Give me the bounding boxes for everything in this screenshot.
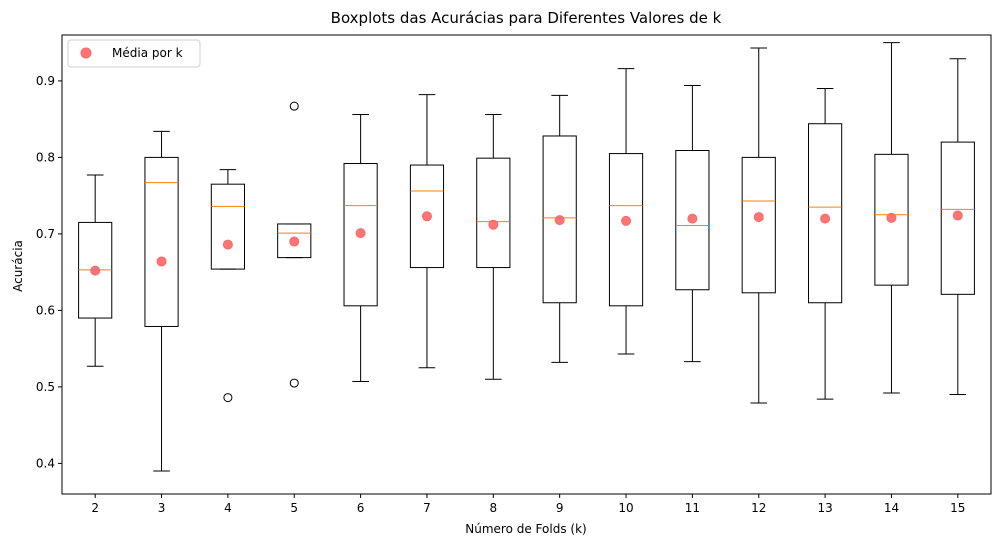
x-tick-label: 15: [950, 501, 965, 515]
box-k-14: [874, 42, 909, 394]
x-tick-label: 9: [556, 501, 564, 515]
outlier-point: [289, 101, 299, 111]
box-k-12: [741, 47, 776, 404]
outlier-point: [223, 393, 233, 403]
box-k-3: [144, 130, 179, 472]
y-axis-label: Acurácia: [11, 240, 25, 292]
legend-frame: [67, 39, 201, 68]
x-tick-label: 7: [423, 501, 431, 515]
iqr-box: [409, 164, 445, 269]
legend-mean-marker: [80, 47, 92, 59]
y-tick-label: 0.4: [36, 456, 55, 470]
box-k-10: [608, 68, 644, 355]
iqr-box: [144, 156, 179, 327]
mean-point: [554, 215, 565, 226]
y-tick-label: 0.5: [36, 380, 55, 394]
box-k-2: [78, 174, 113, 367]
mean-point: [355, 228, 366, 239]
x-tick-label: 6: [357, 501, 365, 515]
legend-label: Média por k: [112, 46, 183, 60]
box-k-15: [940, 58, 975, 396]
mean-point: [952, 210, 963, 221]
mean-point: [886, 212, 897, 223]
iqr-box: [542, 135, 577, 304]
y-tick-label: 0.7: [36, 227, 55, 241]
x-tick-label: 10: [618, 501, 633, 515]
iqr-box: [675, 150, 710, 291]
mean-point: [289, 236, 300, 247]
x-tick-label: 11: [685, 501, 700, 515]
box-k-11: [675, 84, 710, 363]
x-tick-label: 14: [884, 501, 899, 515]
iqr-box: [741, 156, 776, 294]
iqr-box: [277, 223, 312, 259]
box-k-8: [476, 114, 511, 380]
outlier-point: [289, 378, 299, 388]
y-tick-label: 0.9: [36, 74, 55, 88]
box-k-13: [808, 88, 843, 400]
iqr-box: [608, 153, 644, 307]
x-tick-label: 3: [158, 501, 166, 515]
mean-point: [421, 211, 432, 222]
box-k-9: [542, 94, 577, 363]
iqr-box: [874, 153, 909, 286]
x-tick-label: 4: [224, 501, 232, 515]
mean-point: [156, 256, 167, 267]
mean-point: [621, 215, 632, 226]
mean-point: [90, 265, 101, 276]
mean-point: [687, 213, 698, 224]
legend: Média por k: [67, 39, 201, 68]
x-tick-label: 2: [91, 501, 99, 515]
x-tick-label: 8: [490, 501, 498, 515]
box-k-7: [409, 94, 445, 369]
mean-point: [488, 219, 499, 230]
box-k-5: [277, 101, 312, 388]
x-tick-label: 5: [290, 501, 298, 515]
box-k-4: [210, 169, 245, 403]
iqr-box: [940, 141, 975, 295]
box-k-6: [343, 114, 378, 383]
mean-point: [753, 212, 764, 223]
plot-frame: [61, 34, 992, 495]
iqr-box: [210, 183, 245, 270]
x-axis-label: Número de Folds (k): [465, 522, 586, 536]
iqr-box: [476, 157, 511, 269]
chart-title: Boxplots das Acurácias para Diferentes V…: [331, 9, 722, 27]
iqr-box: [343, 163, 378, 307]
mean-point: [820, 213, 831, 224]
x-tick-label: 12: [751, 501, 766, 515]
y-tick-label: 0.8: [36, 150, 55, 164]
y-tick-label: 0.6: [36, 303, 55, 317]
iqr-box: [808, 123, 843, 304]
mean-point: [222, 239, 233, 250]
x-tick-label: 13: [817, 501, 832, 515]
